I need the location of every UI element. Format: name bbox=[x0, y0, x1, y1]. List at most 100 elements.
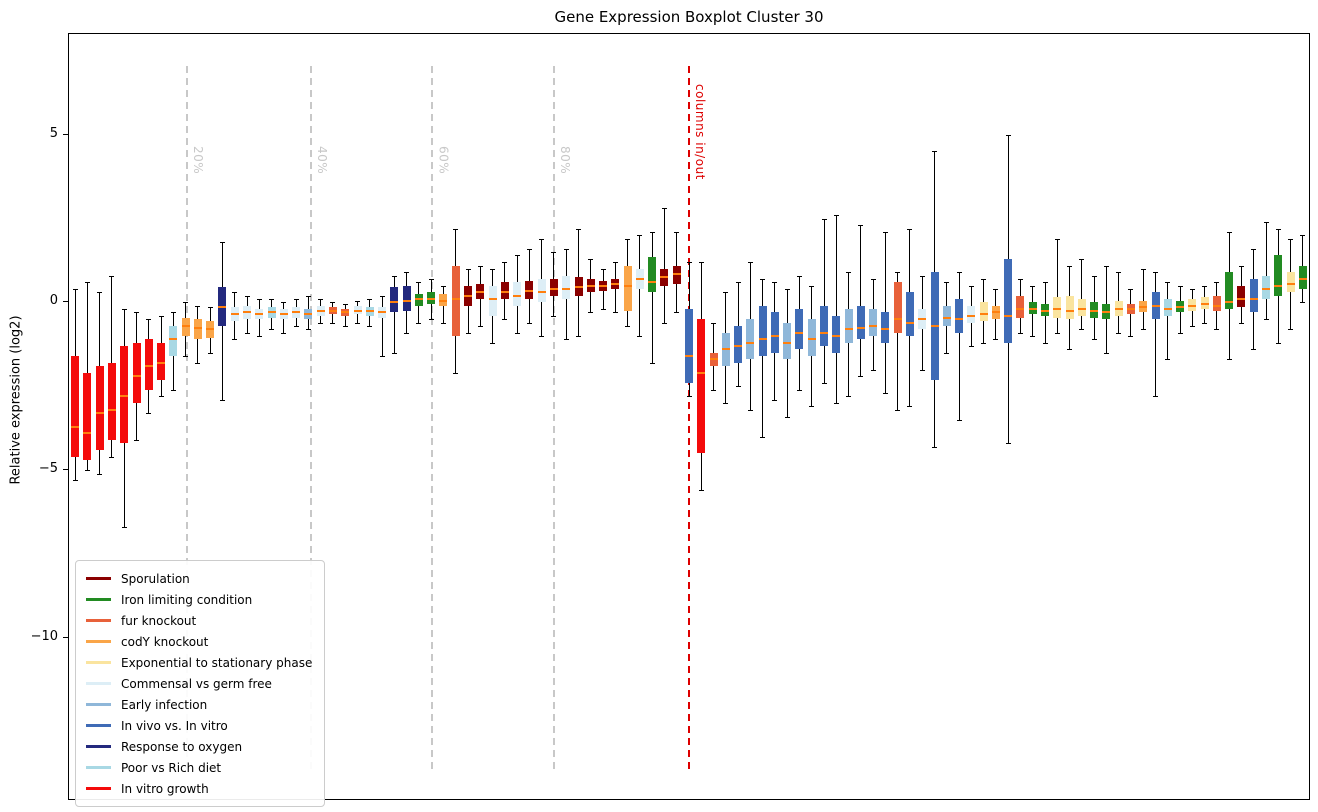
median-line bbox=[623, 284, 632, 287]
median-line bbox=[1126, 308, 1135, 311]
box-com bbox=[537, 278, 546, 303]
y-tick-label: 5 bbox=[49, 125, 58, 141]
percent-line-label: 40% bbox=[314, 146, 329, 175]
median-line bbox=[856, 326, 865, 329]
whisker-line bbox=[762, 278, 764, 437]
whisker-cap bbox=[330, 322, 336, 324]
whisker-cap bbox=[637, 235, 643, 237]
whisker-cap bbox=[1226, 359, 1232, 361]
whisker-cap bbox=[907, 228, 913, 230]
whisker-cap bbox=[526, 248, 532, 250]
median-line bbox=[1262, 288, 1271, 290]
whisker-cap bbox=[134, 439, 140, 441]
whisker-cap bbox=[84, 470, 90, 472]
whisker-cap bbox=[772, 282, 778, 284]
columns-cutoff-line bbox=[688, 66, 690, 769]
median-line bbox=[537, 291, 546, 294]
box-ivg bbox=[132, 342, 141, 404]
median-line bbox=[95, 412, 104, 415]
median-line bbox=[918, 318, 927, 321]
median-line bbox=[1274, 284, 1283, 287]
y-tick-label: 0 bbox=[49, 293, 58, 309]
median-line bbox=[513, 294, 522, 297]
box-exp bbox=[1065, 295, 1074, 320]
whisker-cap bbox=[1042, 342, 1048, 344]
whisker-cap bbox=[342, 325, 348, 327]
box-diet bbox=[1163, 299, 1172, 316]
whisker-cap bbox=[440, 322, 446, 324]
box-early bbox=[783, 322, 792, 360]
whisker-cap bbox=[305, 295, 311, 297]
whisker-cap bbox=[661, 208, 667, 210]
whisker-cap bbox=[882, 231, 888, 233]
median-line bbox=[132, 375, 141, 378]
whisker-cap bbox=[1128, 289, 1134, 290]
legend-item-early: Early infection bbox=[86, 694, 312, 715]
median-line bbox=[439, 299, 448, 302]
whisker-cap bbox=[158, 396, 164, 398]
box-invivo bbox=[832, 315, 841, 353]
box-fur bbox=[451, 265, 460, 336]
box-ivg bbox=[83, 372, 92, 461]
median-line bbox=[279, 313, 288, 316]
box-invivo bbox=[770, 312, 779, 353]
box-oxy bbox=[402, 285, 411, 311]
whisker-cap bbox=[809, 406, 815, 408]
whisker-cap bbox=[183, 302, 189, 304]
legend-item-iron: Iron limiting condition bbox=[86, 589, 312, 610]
median-line bbox=[1065, 309, 1074, 312]
median-line bbox=[1286, 282, 1295, 285]
y-tick-mark bbox=[63, 133, 68, 135]
legend-item-cody: codY knockout bbox=[86, 631, 312, 652]
y-axis-label: Relative expression (log2) bbox=[8, 315, 24, 485]
box-cody bbox=[623, 265, 632, 311]
whisker-cap bbox=[453, 228, 459, 230]
whisker-line bbox=[1167, 282, 1169, 360]
median-line bbox=[144, 365, 153, 368]
median-line bbox=[304, 313, 313, 316]
legend-item-exp: Exponential to stationary phase bbox=[86, 652, 312, 673]
whisker-cap bbox=[1251, 349, 1257, 351]
whisker-cap bbox=[1030, 335, 1036, 337]
whisker-cap bbox=[330, 302, 336, 304]
whisker-cap bbox=[907, 406, 913, 408]
whisker-cap bbox=[514, 332, 520, 334]
y-tick-label: −5 bbox=[38, 461, 58, 477]
legend-swatch-cody bbox=[86, 640, 111, 643]
whisker-cap bbox=[993, 339, 999, 341]
whisker-cap bbox=[1288, 329, 1294, 331]
median-line bbox=[672, 272, 681, 275]
whisker-cap bbox=[281, 302, 287, 304]
box-sp bbox=[549, 278, 558, 296]
median-line bbox=[451, 298, 460, 301]
median-line bbox=[193, 326, 202, 329]
whisker-line bbox=[381, 295, 383, 357]
whisker-cap bbox=[772, 399, 778, 401]
whisker-cap bbox=[588, 312, 594, 314]
whisker-cap bbox=[207, 352, 213, 354]
whisker-cap bbox=[895, 272, 901, 274]
whisker-cap bbox=[1140, 329, 1146, 331]
legend-swatch-exp bbox=[86, 661, 111, 664]
whisker-cap bbox=[428, 319, 434, 321]
median-line bbox=[1077, 308, 1086, 311]
median-line bbox=[181, 324, 190, 327]
box-early bbox=[746, 319, 755, 360]
median-line bbox=[378, 311, 387, 314]
median-line bbox=[267, 311, 276, 314]
whisker-cap bbox=[870, 278, 876, 280]
whisker-cap bbox=[1263, 221, 1269, 223]
median-line bbox=[120, 395, 129, 398]
whisker-cap bbox=[134, 312, 140, 314]
percent-line bbox=[309, 66, 312, 769]
whisker-cap bbox=[232, 339, 238, 341]
whisker-cap bbox=[956, 272, 962, 274]
median-line bbox=[1151, 304, 1160, 307]
whisker-cap bbox=[1263, 319, 1269, 321]
legend-item-oxy: Response to oxygen bbox=[86, 736, 312, 757]
median-line bbox=[844, 328, 853, 331]
median-line bbox=[488, 298, 497, 301]
box-ivg bbox=[157, 342, 166, 380]
whisker-cap bbox=[195, 305, 201, 307]
whisker-cap bbox=[1091, 275, 1097, 277]
